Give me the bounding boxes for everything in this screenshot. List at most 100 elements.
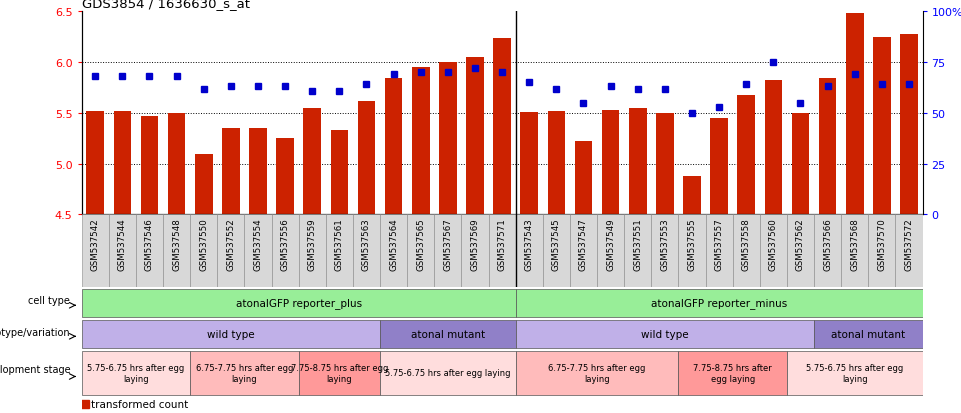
Text: cell type: cell type xyxy=(28,296,70,306)
Text: GSM537548: GSM537548 xyxy=(172,218,181,270)
Bar xyxy=(272,215,299,287)
Text: GSM537553: GSM537553 xyxy=(660,218,670,270)
Bar xyxy=(195,155,212,215)
Text: 5.75-6.75 hrs after egg
laying: 5.75-6.75 hrs after egg laying xyxy=(87,363,185,382)
Text: 5.75-6.75 hrs after egg
laying: 5.75-6.75 hrs after egg laying xyxy=(806,363,903,382)
Bar xyxy=(521,113,538,215)
Bar xyxy=(217,215,244,287)
Text: GSM537564: GSM537564 xyxy=(389,218,398,270)
Text: GSM537563: GSM537563 xyxy=(362,218,371,270)
Bar xyxy=(678,215,705,287)
Bar xyxy=(357,102,376,215)
Bar xyxy=(82,351,190,395)
Bar xyxy=(732,215,760,287)
Bar xyxy=(412,68,430,215)
Text: GSM537544: GSM537544 xyxy=(118,218,127,270)
Text: atonalGFP reporter_minus: atonalGFP reporter_minus xyxy=(651,298,787,309)
Text: GSM537543: GSM537543 xyxy=(525,218,533,270)
Bar xyxy=(814,320,923,349)
Bar xyxy=(628,109,647,215)
Bar xyxy=(326,215,353,287)
Bar xyxy=(516,289,923,318)
Bar xyxy=(86,112,104,215)
Bar xyxy=(493,39,511,215)
Text: atonal mutant: atonal mutant xyxy=(410,329,485,339)
Bar xyxy=(656,114,674,215)
Bar xyxy=(683,176,701,215)
Bar xyxy=(705,215,732,287)
Bar xyxy=(814,215,841,287)
Text: GSM537549: GSM537549 xyxy=(606,218,615,270)
Bar xyxy=(353,215,380,287)
Bar xyxy=(516,320,814,349)
Bar xyxy=(380,320,516,349)
Text: GSM537554: GSM537554 xyxy=(254,218,262,270)
Text: GSM537545: GSM537545 xyxy=(552,218,561,270)
Text: GSM537567: GSM537567 xyxy=(443,218,453,270)
Text: GSM537568: GSM537568 xyxy=(850,218,859,270)
Bar xyxy=(82,215,109,287)
Bar xyxy=(384,79,403,215)
Bar xyxy=(190,215,217,287)
Text: GSM537571: GSM537571 xyxy=(498,218,506,270)
Bar xyxy=(710,119,727,215)
Text: GDS3854 / 1636630_s_at: GDS3854 / 1636630_s_at xyxy=(82,0,250,10)
Text: GSM537560: GSM537560 xyxy=(769,218,777,270)
Text: GSM537562: GSM537562 xyxy=(796,218,805,270)
Bar xyxy=(873,38,891,215)
Bar xyxy=(900,35,918,215)
Bar xyxy=(249,129,267,215)
Text: GSM537557: GSM537557 xyxy=(715,218,724,270)
Text: 7.75-8.75 hrs after
egg laying: 7.75-8.75 hrs after egg laying xyxy=(693,363,772,382)
Bar xyxy=(380,351,516,395)
Bar xyxy=(277,139,294,215)
Bar xyxy=(846,14,864,215)
Text: genotype/variation: genotype/variation xyxy=(0,327,70,337)
Bar xyxy=(331,131,348,215)
Bar xyxy=(168,114,185,215)
Bar xyxy=(787,215,814,287)
Text: GSM537558: GSM537558 xyxy=(742,218,751,270)
Bar xyxy=(466,58,483,215)
Bar xyxy=(760,215,787,287)
Bar xyxy=(896,215,923,287)
Text: GSM537559: GSM537559 xyxy=(308,218,317,270)
Text: development stage: development stage xyxy=(0,364,70,374)
Bar xyxy=(792,114,809,215)
Bar xyxy=(819,79,836,215)
Text: transformed count: transformed count xyxy=(91,399,188,409)
Bar xyxy=(841,215,869,287)
Bar xyxy=(434,215,461,287)
Text: 6.75-7.75 hrs after egg
laying: 6.75-7.75 hrs after egg laying xyxy=(549,363,646,382)
Text: 7.75-8.75 hrs after egg
laying: 7.75-8.75 hrs after egg laying xyxy=(290,363,388,382)
Bar xyxy=(299,351,380,395)
Bar xyxy=(136,215,163,287)
Text: GSM537565: GSM537565 xyxy=(416,218,426,270)
Text: GSM537542: GSM537542 xyxy=(90,218,100,270)
Bar xyxy=(737,95,755,215)
Text: GSM537551: GSM537551 xyxy=(633,218,642,270)
Text: GSM537550: GSM537550 xyxy=(199,218,209,270)
Bar xyxy=(602,111,620,215)
Text: wild type: wild type xyxy=(207,329,255,339)
Bar xyxy=(488,215,516,287)
Bar xyxy=(570,215,597,287)
Bar xyxy=(548,112,565,215)
Text: GSM537569: GSM537569 xyxy=(471,218,480,270)
Text: 5.75-6.75 hrs after egg laying: 5.75-6.75 hrs after egg laying xyxy=(385,368,510,377)
Text: GSM537547: GSM537547 xyxy=(579,218,588,270)
Text: GSM537552: GSM537552 xyxy=(227,218,235,270)
Bar xyxy=(787,351,923,395)
Text: atonal mutant: atonal mutant xyxy=(831,329,905,339)
Bar xyxy=(575,142,592,215)
Text: GSM537572: GSM537572 xyxy=(904,218,914,270)
Bar xyxy=(299,215,326,287)
Bar xyxy=(543,215,570,287)
Text: GSM537556: GSM537556 xyxy=(281,218,289,270)
Bar xyxy=(190,351,299,395)
Bar xyxy=(516,351,678,395)
Bar xyxy=(439,63,456,215)
Bar xyxy=(82,320,380,349)
Text: GSM537566: GSM537566 xyxy=(824,218,832,270)
Bar xyxy=(678,351,787,395)
